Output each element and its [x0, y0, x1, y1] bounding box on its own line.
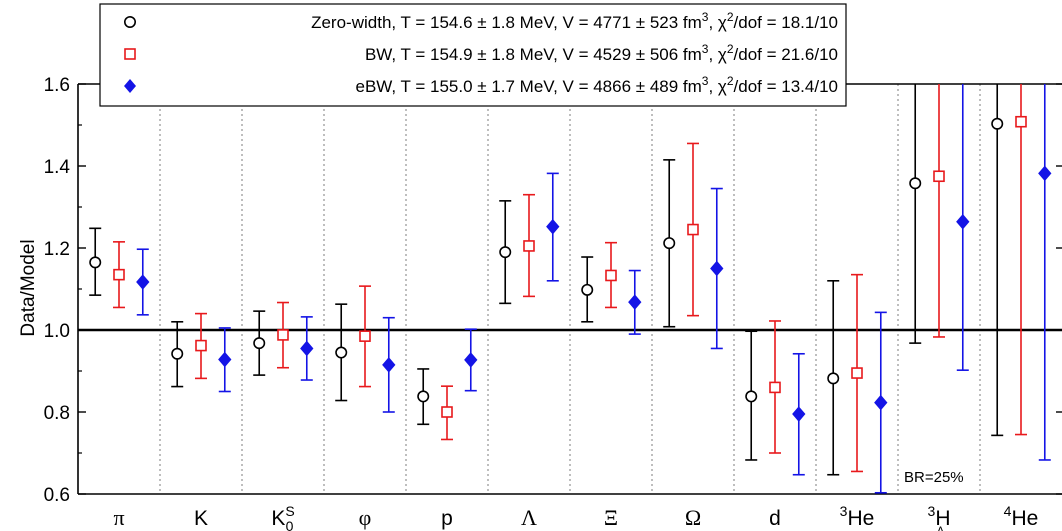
series-open-square — [113, 84, 1027, 473]
data-point — [663, 237, 676, 250]
data-point — [933, 170, 945, 183]
data-point — [1015, 115, 1027, 128]
data-point — [499, 246, 512, 259]
data-point — [89, 256, 102, 269]
data-point — [546, 218, 560, 235]
data-point — [382, 357, 396, 373]
category-separators — [159, 84, 981, 494]
data-point — [874, 394, 888, 411]
data-point — [710, 260, 724, 277]
legend-entry: Zero-width, T = 154.6 ± 1.8 MeV, V = 477… — [311, 10, 838, 32]
y-tick-label: 1.4 — [44, 157, 71, 178]
data-point — [300, 340, 314, 357]
y-axis-label: Data/Model — [18, 239, 39, 336]
series-filled-diamond — [136, 84, 1052, 494]
data-point — [956, 213, 970, 230]
data-series — [89, 84, 1052, 494]
category-label: π — [113, 505, 124, 530]
legend-entry: eBW, T = 155.0 ± 1.7 MeV, V = 4866 ± 489… — [356, 74, 839, 96]
data-point — [253, 337, 266, 350]
legend: Zero-width, T = 154.6 ± 1.8 MeV, V = 477… — [99, 3, 847, 107]
data-point — [113, 268, 125, 281]
data-point — [991, 117, 1004, 130]
data-point — [687, 223, 699, 236]
data-point — [581, 283, 594, 296]
y-tick-label: 1.6 — [44, 75, 70, 96]
category-label: K — [194, 507, 208, 530]
y-tick-label: 0.8 — [44, 403, 70, 424]
category-label: d — [769, 507, 781, 530]
legend-box — [99, 3, 847, 107]
data-point — [605, 269, 617, 282]
data-point — [628, 294, 642, 310]
data-point — [441, 406, 453, 418]
legend-marker-circle — [124, 15, 137, 28]
data-point — [1038, 165, 1052, 182]
data-point — [792, 406, 806, 422]
data-point — [335, 346, 348, 359]
y-tick-label: 1.0 — [44, 321, 70, 342]
data-point — [136, 274, 150, 290]
y-axis-ticks: 0.6 0.8 1.0 1.2 1.4 1.6 — [44, 75, 1062, 506]
category-label: KS 0 — [271, 503, 294, 531]
category-label: 3He — [840, 503, 875, 530]
category-label: Ω — [685, 505, 701, 530]
data-point — [277, 329, 289, 341]
data-point — [909, 177, 922, 190]
data-point — [851, 367, 863, 379]
legend-marker-square — [124, 48, 136, 60]
data-point — [464, 352, 478, 368]
category-label: 4He — [1004, 503, 1039, 530]
data-point — [745, 390, 758, 403]
category-label: φ — [359, 505, 372, 530]
category-label: 3H Λ — [928, 503, 951, 531]
annotation-br: BR=25% — [904, 469, 964, 486]
legend-entry: BW, T = 154.9 ± 1.8 MeV, V = 4529 ± 506 … — [365, 42, 838, 64]
series-open-circle — [89, 84, 1004, 476]
data-point — [171, 347, 184, 360]
category-label: p — [441, 507, 453, 530]
data-point — [218, 351, 232, 368]
y-tick-label: 1.2 — [44, 239, 70, 260]
data-point — [417, 390, 430, 403]
category-label: Ξ — [604, 505, 618, 530]
data-point — [827, 372, 840, 385]
data-point — [195, 339, 207, 352]
legend-marker-diamond — [124, 79, 136, 93]
annotation-box — [900, 462, 976, 488]
data-point — [523, 240, 535, 252]
y-tick-label: 0.6 — [44, 485, 70, 506]
data-point — [359, 330, 371, 342]
data-point — [769, 381, 781, 394]
category-label: Λ — [521, 505, 537, 530]
